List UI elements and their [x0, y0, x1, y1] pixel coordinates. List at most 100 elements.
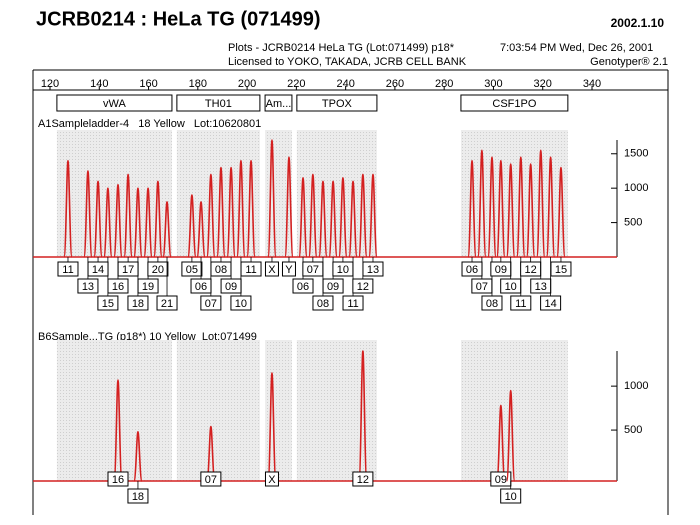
- allele-box: [264, 471, 279, 487]
- allele-label: 19: [142, 281, 154, 293]
- peak: [83, 170, 93, 258]
- panel-label: B6Sample...TG (p18*) 10 Yellow Lot:07149…: [38, 331, 257, 343]
- peak: [328, 180, 338, 258]
- allele-label: 06: [466, 264, 478, 276]
- allele-label: 12: [357, 281, 369, 293]
- peak: [113, 183, 123, 258]
- locus-box: [56, 94, 173, 112]
- locus-box: [296, 94, 378, 112]
- locus-name: TPOX: [322, 98, 353, 110]
- peak: [545, 156, 556, 258]
- allele-label: 09: [495, 474, 507, 486]
- allele-label: 12: [525, 264, 537, 276]
- peak: [496, 404, 506, 482]
- peak: [133, 187, 143, 258]
- allele-label: 07: [205, 298, 217, 310]
- panel-label: A1Sampleladder-4 18 Yellow Lot:10620801: [38, 118, 261, 130]
- allele-box: [481, 295, 503, 311]
- allele-box: [156, 295, 178, 311]
- allele-label: 08: [317, 298, 329, 310]
- locus-box: [176, 94, 261, 112]
- allele-label: 08: [215, 264, 227, 276]
- allele-box: [107, 278, 129, 294]
- date: 2002.1.10: [611, 16, 665, 30]
- peak: [487, 156, 497, 258]
- y-tick-label: 1500: [624, 148, 648, 160]
- license: Licensed to YOKO, TAKADA, JCRB CELL BANK: [228, 56, 467, 68]
- peak: [556, 166, 566, 258]
- peak: [143, 187, 153, 258]
- allele-label: 07: [307, 264, 319, 276]
- allele-label: 16: [112, 281, 124, 293]
- allele-label: 11: [515, 298, 526, 310]
- allele-label: 21: [161, 298, 173, 310]
- allele-label: 09: [225, 281, 237, 293]
- peak: [93, 180, 103, 258]
- allele-box: [352, 471, 374, 487]
- locus-name: CSF1PO: [492, 98, 536, 110]
- peak: [505, 389, 516, 482]
- peak: [187, 194, 197, 258]
- y-tick-label: 1000: [624, 380, 648, 392]
- plot-info: Plots - JCRB0214 HeLa TG (Lot:071499) p1…: [228, 42, 455, 54]
- allele-box: [540, 295, 562, 311]
- allele-label: 11: [62, 264, 73, 276]
- allele-label: 06: [195, 281, 207, 293]
- peak: [467, 159, 477, 258]
- allele-box: [500, 488, 522, 504]
- peak: [206, 173, 216, 258]
- locus-box: [264, 94, 293, 112]
- peak: [358, 173, 368, 258]
- allele-label: X: [268, 264, 276, 276]
- allele-label: 14: [92, 264, 104, 276]
- allele-box: [200, 295, 222, 311]
- allele-box: [137, 278, 159, 294]
- peak: [284, 156, 294, 258]
- locus-name: Am...: [266, 98, 292, 110]
- allele-label: 09: [495, 264, 507, 276]
- allele-box: [281, 261, 296, 277]
- x-tick-label: 180: [189, 78, 207, 90]
- allele-label: 10: [505, 491, 517, 503]
- peak: [477, 149, 487, 258]
- y-tick-label: 500: [624, 216, 642, 228]
- allele-label: 13: [367, 264, 379, 276]
- x-tick-label: 120: [41, 78, 59, 90]
- peak: [196, 201, 206, 258]
- peak: [206, 425, 216, 482]
- allele-label: 11: [245, 264, 256, 276]
- allele-label: 17: [122, 264, 134, 276]
- allele-label: 10: [337, 264, 349, 276]
- allele-label: 14: [544, 298, 556, 310]
- allele-box: [292, 278, 314, 294]
- allele-box: [147, 261, 169, 277]
- x-tick-label: 240: [336, 78, 354, 90]
- allele-box: [77, 278, 99, 294]
- peak: [505, 163, 516, 258]
- peak: [348, 180, 358, 258]
- peak: [162, 201, 172, 258]
- allele-box: [127, 488, 149, 504]
- allele-label: 10: [505, 281, 517, 293]
- allele-box: [200, 471, 222, 487]
- allele-label: 12: [357, 474, 369, 486]
- peak: [338, 177, 348, 258]
- allele-box: [352, 278, 374, 294]
- allele-label: 11: [347, 298, 358, 310]
- allele-box: [342, 295, 364, 311]
- peak: [153, 180, 163, 258]
- size-bin: [176, 340, 260, 481]
- size-bin: [56, 130, 172, 257]
- peak: [516, 156, 526, 258]
- x-tick-label: 200: [238, 78, 256, 90]
- x-tick-label: 260: [386, 78, 404, 90]
- peak: [246, 159, 256, 258]
- locus-name: vWA: [103, 98, 126, 110]
- allele-box: [322, 278, 344, 294]
- locus-name: TH01: [205, 98, 232, 110]
- allele-box: [107, 471, 129, 487]
- allele-label: 10: [235, 298, 247, 310]
- allele-label: Y: [285, 264, 293, 276]
- allele-label: 06: [297, 281, 309, 293]
